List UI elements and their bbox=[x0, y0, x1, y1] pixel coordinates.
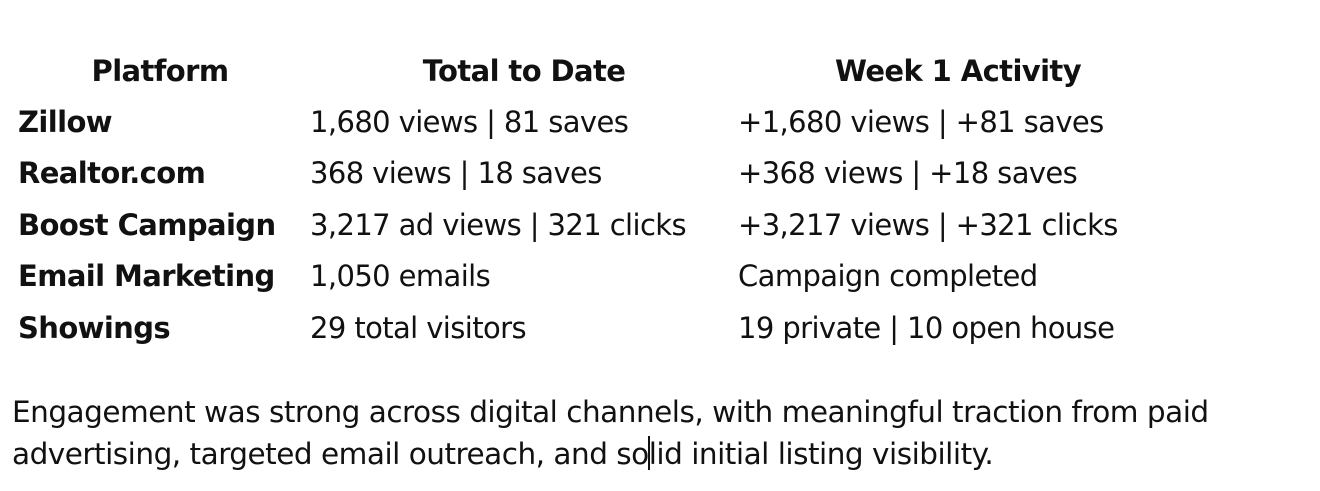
summary-paragraph[interactable]: Engagement was strong across digital cha… bbox=[12, 391, 1312, 475]
platform-cell: Boost Campaign bbox=[18, 207, 276, 242]
text-cursor bbox=[647, 436, 650, 470]
week1-cell: +368 views | +18 saves bbox=[738, 156, 1078, 191]
platform-cell: Showings bbox=[18, 310, 171, 345]
week1-cell: 19 private | 10 open house bbox=[738, 310, 1115, 345]
table-row: Zillow 1,680 views | 81 saves +1,680 vie… bbox=[10, 96, 1178, 148]
total-cell: 1,050 emails bbox=[310, 259, 491, 294]
marketing-summary-table: Platform Total to Date Week 1 Activity Z… bbox=[10, 45, 1178, 354]
table-row: Showings 29 total visitors 19 private | … bbox=[10, 302, 1178, 354]
column-header-week-1-activity: Week 1 Activity bbox=[835, 53, 1082, 88]
total-cell: 1,680 views | 81 saves bbox=[310, 104, 629, 139]
table-header-row: Platform Total to Date Week 1 Activity bbox=[10, 45, 1178, 96]
week1-cell: Campaign completed bbox=[738, 259, 1038, 294]
platform-cell: Email Marketing bbox=[18, 259, 275, 294]
column-header-platform: Platform bbox=[91, 53, 229, 88]
platform-cell: Zillow bbox=[18, 104, 113, 139]
week1-cell: +3,217 views | +321 clicks bbox=[738, 207, 1118, 242]
paragraph-text-after-caret: lid initial listing visibility. bbox=[648, 437, 994, 471]
total-cell: 3,217 ad views | 321 clicks bbox=[310, 207, 687, 242]
paragraph-text-before-caret: Engagement was strong across digital cha… bbox=[12, 395, 1209, 471]
table-row: Email Marketing 1,050 emails Campaign co… bbox=[10, 251, 1178, 303]
total-cell: 29 total visitors bbox=[310, 310, 527, 345]
table-row: Realtor.com 368 views | 18 saves +368 vi… bbox=[10, 148, 1178, 200]
table-row: Boost Campaign 3,217 ad views | 321 clic… bbox=[10, 199, 1178, 251]
column-header-total-to-date: Total to Date bbox=[422, 53, 626, 88]
week1-cell: +1,680 views | +81 saves bbox=[738, 104, 1104, 139]
total-cell: 368 views | 18 saves bbox=[310, 156, 602, 191]
platform-cell: Realtor.com bbox=[18, 156, 206, 191]
